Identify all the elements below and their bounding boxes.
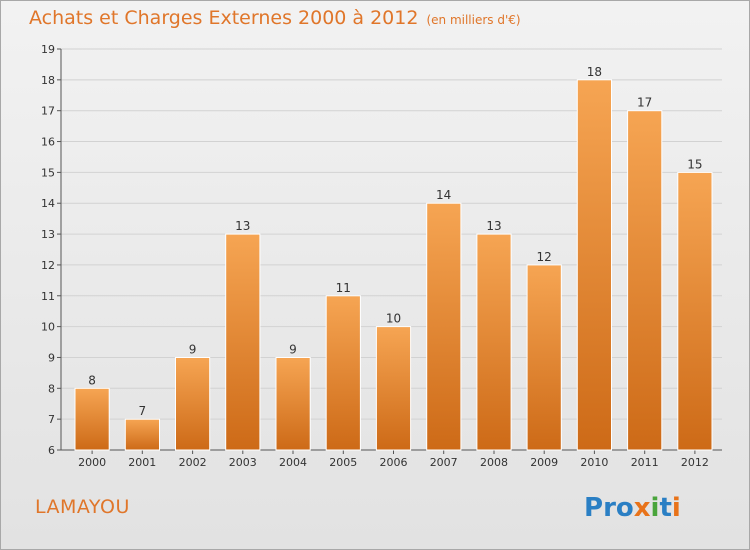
bar-2003 <box>225 233 261 451</box>
y-tick-label: 10 <box>41 321 55 334</box>
x-tick-label: 2001 <box>128 456 156 469</box>
y-tick-label: 14 <box>41 197 55 210</box>
data-label-2007: 14 <box>436 188 451 202</box>
x-tick-label: 2002 <box>179 456 207 469</box>
data-label-2009: 12 <box>537 250 552 264</box>
y-tick-label: 9 <box>48 351 55 364</box>
bar-2001 <box>124 418 161 451</box>
bar-2005 <box>325 295 361 451</box>
bar-2002 <box>175 357 211 451</box>
chart-title-text: Achats et Charges Externes 2000 à 2012 <box>29 7 419 29</box>
y-tick-label: 7 <box>48 413 55 426</box>
x-tick-label: 2009 <box>530 456 558 469</box>
bar-2007 <box>426 202 462 451</box>
data-label-2004: 9 <box>289 343 297 357</box>
svg-text:Proxiti: Proxiti <box>584 493 681 523</box>
bars <box>74 79 713 451</box>
data-label-2006: 10 <box>386 312 401 326</box>
bar-2012 <box>677 171 713 451</box>
data-label-2012: 15 <box>687 157 702 171</box>
y-tick-label: 19 <box>41 43 55 56</box>
x-tick-label: 2011 <box>631 456 659 469</box>
bar-2009 <box>526 264 562 451</box>
data-label-2010: 18 <box>587 65 602 79</box>
proxiti-logo: Proxiti <box>584 493 681 523</box>
chart-title: Achats et Charges Externes 2000 à 2012 (e… <box>29 7 521 29</box>
x-tick-label: 2010 <box>580 456 608 469</box>
y-tick-label: 11 <box>41 290 55 303</box>
y-tick-label: 13 <box>41 228 55 241</box>
y-tick-label: 6 <box>48 444 55 457</box>
x-tick-label: 2000 <box>78 456 106 469</box>
x-tick-label: 2005 <box>329 456 357 469</box>
x-tick-label: 2006 <box>380 456 408 469</box>
x-tick-label: 2008 <box>480 456 508 469</box>
data-label-2001: 7 <box>138 404 146 418</box>
x-tick-label: 2007 <box>430 456 458 469</box>
y-tick-label: 12 <box>41 259 55 272</box>
bar-2000 <box>74 387 110 451</box>
bar-2011 <box>627 110 663 451</box>
bar-2008 <box>476 233 512 451</box>
y-tick-label: 15 <box>41 166 55 179</box>
bar-2010 <box>576 79 612 451</box>
y-tick-label: 17 <box>41 105 55 118</box>
x-tick-label: 2003 <box>229 456 257 469</box>
data-label-2008: 13 <box>486 219 501 233</box>
data-label-2011: 17 <box>637 96 652 110</box>
y-tick-label: 18 <box>41 74 55 87</box>
x-tick-label: 2012 <box>681 456 709 469</box>
y-tick-label: 16 <box>41 136 55 149</box>
data-label-2003: 13 <box>235 219 250 233</box>
location-name: LAMAYOU <box>35 496 130 518</box>
data-label-2005: 11 <box>336 281 351 295</box>
y-tick-label: 8 <box>48 382 55 395</box>
data-labels: 8 7 9 13 9 11 10 14 13 12 18 17 15 <box>88 65 702 418</box>
axes: 6 7 8 9 10 11 12 13 14 15 16 17 18 19 2000 2001 2002 2003… <box>41 43 722 469</box>
data-label-2000: 8 <box>88 373 96 387</box>
data-label-2002: 9 <box>189 343 197 357</box>
bar-2006 <box>375 326 412 451</box>
bar-2004 <box>275 357 311 451</box>
chart-title-unit: (en milliers d'€) <box>426 13 521 27</box>
x-tick-label: 2004 <box>279 456 307 469</box>
